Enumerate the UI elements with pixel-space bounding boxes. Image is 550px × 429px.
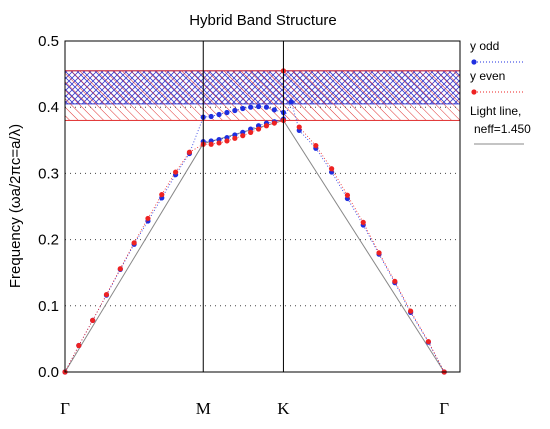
series-connector xyxy=(106,268,121,295)
point-y-even xyxy=(76,342,82,349)
x-tick-label: Γ xyxy=(60,399,70,418)
x-tick-label: Γ xyxy=(439,399,449,418)
series-connector xyxy=(283,101,292,120)
series-connector xyxy=(331,168,348,196)
point-y-even xyxy=(224,138,230,144)
y-axis-label: Frequency (ωa/2πc=a/λ) xyxy=(7,124,24,288)
legend: y odd y even Light line, neff=1.450 xyxy=(470,39,531,145)
series-connector xyxy=(189,116,204,154)
legend-label: neff=1.450 xyxy=(474,122,531,136)
point-y-even xyxy=(131,240,137,246)
point-y-even xyxy=(90,317,96,323)
point-y-odd xyxy=(232,107,238,114)
series-connector xyxy=(378,253,396,283)
chart-title: Hybrid Band Structure xyxy=(189,12,337,29)
x-tick-label: M xyxy=(196,399,211,418)
point-y-odd xyxy=(255,103,262,110)
point-y-odd xyxy=(271,107,277,113)
series-connector xyxy=(362,224,380,255)
y-tick-label: 0.3 xyxy=(38,165,59,182)
point-y-even xyxy=(263,123,270,129)
series-connector xyxy=(298,126,317,146)
series-connector xyxy=(119,242,135,269)
point-y-even xyxy=(408,308,414,314)
point-y-even xyxy=(296,124,302,130)
series-connector xyxy=(64,345,80,373)
series-connector xyxy=(133,220,149,245)
legend-label: Light line, xyxy=(470,104,521,118)
point-y-odd xyxy=(224,109,230,116)
point-y-even xyxy=(232,135,238,141)
plot-frame xyxy=(64,40,461,373)
light-line xyxy=(64,119,445,373)
y-tick-label: 0.0 xyxy=(38,364,59,381)
series-connector xyxy=(175,153,190,175)
point-y-even xyxy=(173,169,179,175)
y-tick-label: 0.5 xyxy=(38,33,59,50)
y-tick-labels: 0.0 0.1 0.2 0.3 0.4 0.5 xyxy=(38,33,59,381)
point-y-odd xyxy=(216,111,222,118)
point-y-even xyxy=(376,250,382,256)
series-connector xyxy=(78,320,94,346)
point-y-even xyxy=(344,192,351,198)
series-connector xyxy=(106,269,121,296)
point-y-even xyxy=(159,191,165,198)
series-connector xyxy=(298,130,317,149)
point-y-even xyxy=(255,126,262,132)
point-y-odd xyxy=(240,105,246,112)
y-tick-label: 0.4 xyxy=(38,99,59,116)
point-y-even xyxy=(425,338,431,345)
series-connector xyxy=(331,171,348,199)
gap-band-1 xyxy=(64,70,461,121)
point-y-even xyxy=(117,266,123,272)
point-y-even xyxy=(145,215,151,222)
light-line-path xyxy=(64,119,445,373)
point-y-even xyxy=(103,291,110,298)
series-connector xyxy=(410,310,429,342)
legend-label: y even xyxy=(470,69,505,83)
series-connector xyxy=(92,294,107,321)
series-connector xyxy=(175,151,190,173)
point-y-even xyxy=(240,133,246,139)
y-tick-label: 0.1 xyxy=(38,298,59,315)
point-y-odd xyxy=(248,104,254,110)
grid-lines xyxy=(65,106,460,307)
point-y-even xyxy=(208,141,214,147)
point-y-even xyxy=(392,278,398,284)
point-y-odd xyxy=(263,104,270,110)
x-tick-label: K xyxy=(277,399,290,418)
point-y-even xyxy=(329,166,335,172)
legend-marker xyxy=(471,59,477,65)
point-y-even xyxy=(313,142,319,149)
legend-label: y odd xyxy=(470,39,499,53)
y-tick-label: 0.2 xyxy=(38,232,59,249)
point-y-odd xyxy=(208,113,214,120)
point-y-even xyxy=(360,219,366,225)
legend-marker xyxy=(471,89,477,95)
point-y-even xyxy=(248,129,254,135)
symmetry-lines xyxy=(202,41,284,372)
series-points xyxy=(62,68,447,375)
series-connector xyxy=(378,252,396,282)
series-connector xyxy=(347,198,364,226)
point-y-even xyxy=(271,120,277,126)
point-y-odd xyxy=(288,99,294,105)
gap-bands xyxy=(64,70,461,121)
point-y-even xyxy=(216,140,222,146)
point-y-even xyxy=(186,149,193,155)
series-connector xyxy=(347,195,364,223)
